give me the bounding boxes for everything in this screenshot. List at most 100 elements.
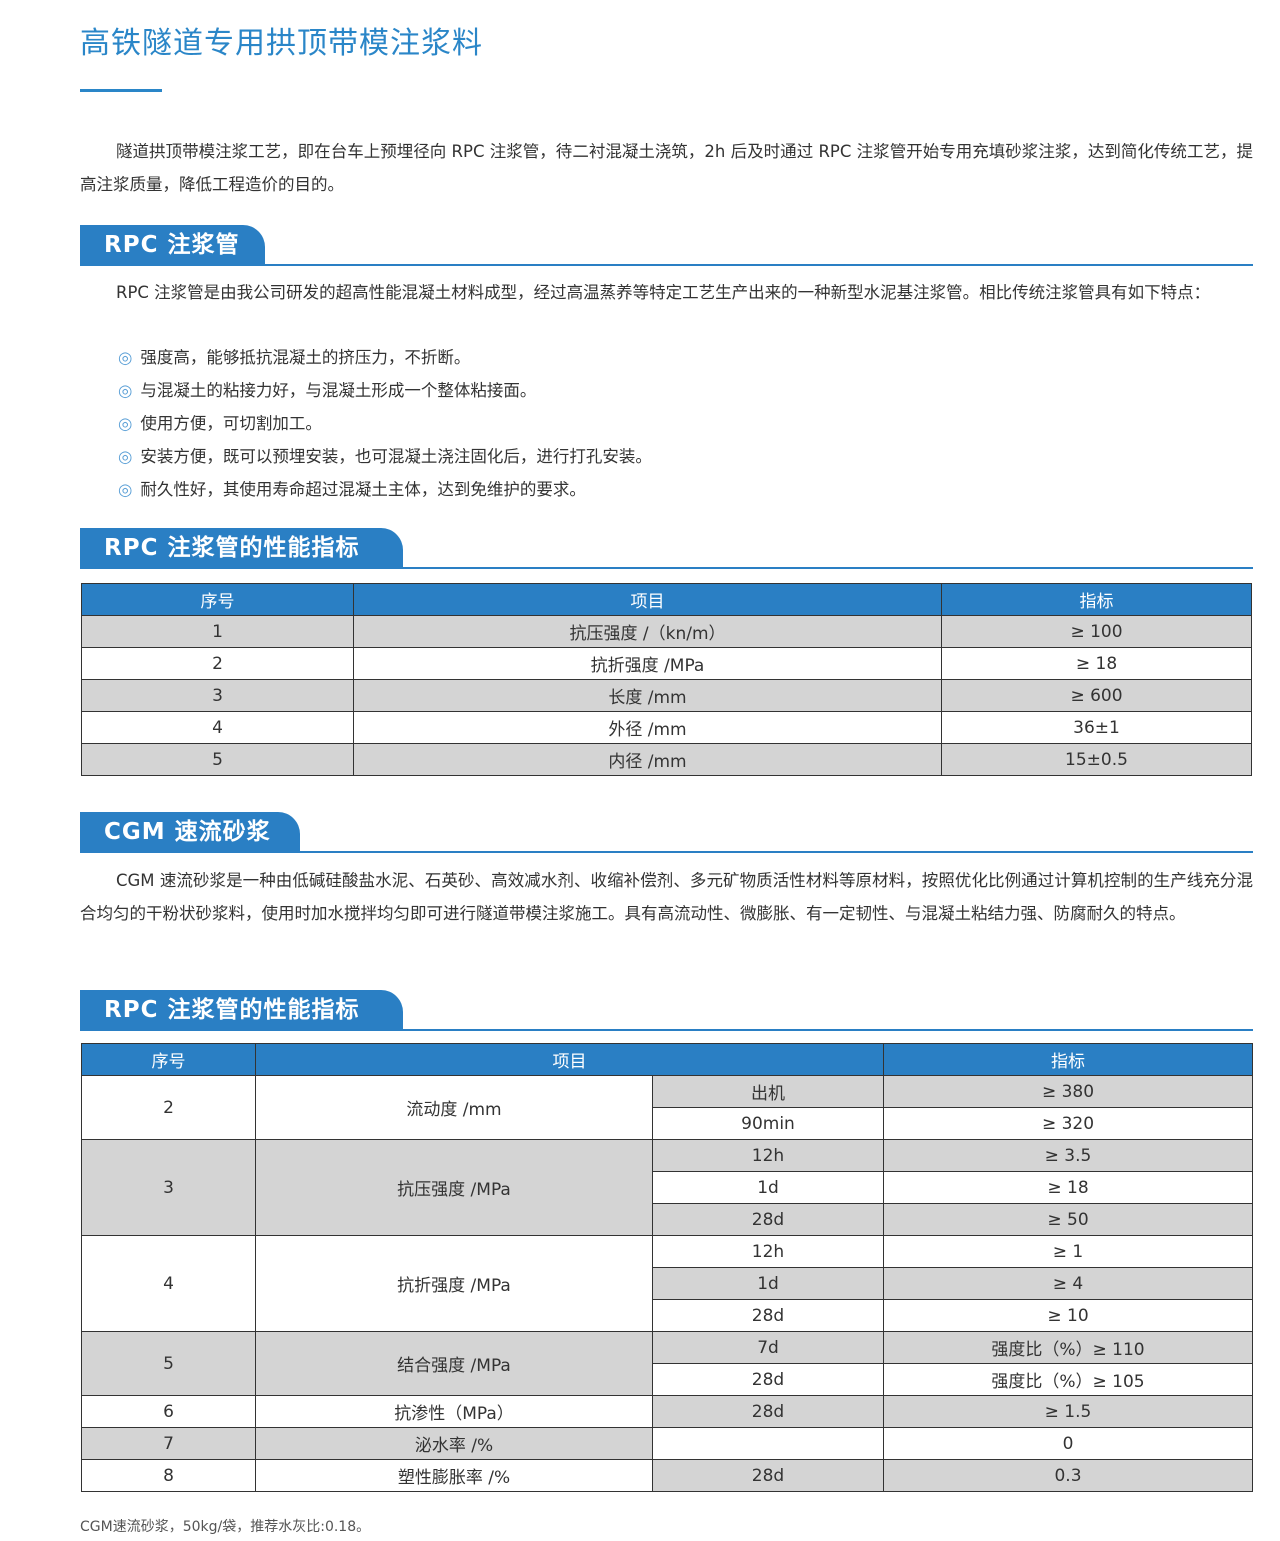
- list-item: ◎ 耐久性好，其使用寿命超过混凝土主体，达到免维护的要求。: [118, 473, 652, 506]
- section-header-cgm-specs: RPC 注浆管的性能指标: [80, 990, 1253, 1032]
- page-title: 高铁隧道专用拱顶带模注浆料: [80, 26, 483, 61]
- table-row: 28d ≥ 50: [82, 1203, 1253, 1236]
- intro-paragraph: 隧道拱顶带模注浆工艺，即在台车上预埋径向 RPC 注浆管，待二衬混凝土浇筑，2h…: [80, 135, 1253, 201]
- table-row: 6 抗渗性（MPa） 28d ≥ 1.5: [81, 1395, 1253, 1428]
- cell-condition: 7d: [652, 1331, 884, 1364]
- cell-condition: 28d: [652, 1395, 884, 1428]
- cell-item: 结合强度 /MPa: [255, 1331, 653, 1396]
- table-row: 1d ≥ 4: [82, 1267, 1253, 1300]
- cell-condition: 90min: [652, 1107, 884, 1140]
- list-item: ◎ 使用方便，可切割加工。: [118, 407, 652, 440]
- list-item: ◎ 强度高，能够抵抗混凝土的挤压力，不折断。: [118, 341, 652, 374]
- table-row: 1 抗压强度 /（kn/m） ≥ 100: [81, 615, 1252, 648]
- section-title: RPC 注浆管: [80, 225, 265, 265]
- rpc-text: RPC 注浆管是由我公司研发的超高性能混凝土材料成型，经过高温蒸养等特定工艺生产…: [116, 283, 1211, 302]
- bullet-text: 强度高，能够抵抗混凝土的挤压力，不折断。: [140, 348, 471, 367]
- list-item: ◎ 与混凝土的粘接力好，与混凝土形成一个整体粘接面。: [118, 374, 652, 407]
- table-cell: 内径 /mm: [353, 743, 942, 776]
- column-header: 指标: [883, 1043, 1253, 1076]
- cell-number: 4: [81, 1235, 256, 1332]
- rpc-specs-table: 序号 项目 指标 1 抗压强度 /（kn/m） ≥ 100 2 抗折强度 /MPa ≥ 18 3 长…: [81, 583, 1252, 776]
- intro-text: 隧道拱顶带模注浆工艺，即在台车上预埋径向 RPC 注浆管，待二衬混凝土浇筑，2h…: [80, 142, 1253, 194]
- table-header-row: 序号 项目 指标: [81, 1043, 1253, 1076]
- cell-item: 流动度 /mm: [255, 1075, 653, 1140]
- cell-item: 泌水率 /%: [255, 1427, 653, 1460]
- table-row: 1d ≥ 18: [82, 1171, 1253, 1204]
- section-header-cgm: CGM 速流砂浆: [80, 812, 1253, 854]
- section-title: RPC 注浆管的性能指标: [80, 990, 403, 1030]
- table-row: 5 结合强度 /MPa 7d 强度比（%）≥ 110: [81, 1331, 1253, 1396]
- cell-value: 强度比（%）≥ 105: [883, 1363, 1253, 1396]
- cell-condition: 1d: [652, 1171, 884, 1204]
- title-underline: [80, 89, 162, 92]
- cell-value: ≥ 4: [883, 1267, 1253, 1300]
- section-title: CGM 速流砂浆: [80, 812, 300, 852]
- cell-number: 3: [81, 1139, 256, 1236]
- section-title: RPC 注浆管的性能指标: [80, 528, 403, 568]
- table-cell: 外径 /mm: [353, 711, 942, 744]
- cell-number: 6: [81, 1395, 256, 1428]
- column-header: 序号: [81, 583, 354, 616]
- column-header: 序号: [81, 1043, 256, 1076]
- cell-value: ≥ 10: [883, 1299, 1253, 1332]
- cell-condition: 28d: [652, 1459, 884, 1492]
- cell-condition: 28d: [652, 1203, 884, 1236]
- table-cell: 3: [81, 679, 354, 712]
- cell-value: ≥ 320: [883, 1107, 1253, 1140]
- cell-value: ≥ 3.5: [883, 1139, 1253, 1172]
- cell-condition: 出机: [652, 1075, 884, 1108]
- cell-value: 0.3: [883, 1459, 1253, 1492]
- list-item: ◎ 安装方便，既可以预埋安装，也可混凝土浇注固化后，进行打孔安装。: [118, 440, 652, 473]
- cgm-specs-table: 序号 项目 指标 2 流动度 /mm 出机 ≥ 380 90min ≥ 320 3 抗压强度 /MP…: [81, 1043, 1253, 1492]
- rpc-paragraph: RPC 注浆管是由我公司研发的超高性能混凝土材料成型，经过高温蒸养等特定工艺生产…: [80, 276, 1253, 309]
- cell-value: ≥ 1: [883, 1235, 1253, 1268]
- cell-value: 0: [883, 1427, 1253, 1460]
- bullet-icon: ◎: [118, 480, 133, 499]
- cell-value: ≥ 18: [883, 1171, 1253, 1204]
- table-row: 3 抗压强度 /MPa 12h ≥ 3.5: [81, 1139, 1253, 1236]
- cell-item: 抗压强度 /MPa: [255, 1139, 653, 1236]
- cell-item: 抗渗性（MPa）: [255, 1395, 653, 1428]
- table-cell: 36±1: [941, 711, 1252, 744]
- cell-number: 5: [81, 1331, 256, 1396]
- cell-condition: 28d: [652, 1363, 884, 1396]
- table-row: 4 抗折强度 /MPa 12h ≥ 1: [81, 1235, 1253, 1332]
- bullet-text: 安装方便，既可以预埋安装，也可混凝土浇注固化后，进行打孔安装。: [140, 447, 652, 466]
- column-header: 项目: [255, 1043, 884, 1076]
- table-cell: 抗压强度 /（kn/m）: [353, 615, 942, 648]
- table-header-row: 序号 项目 指标: [81, 583, 1252, 616]
- table-row: 2 抗折强度 /MPa ≥ 18: [81, 647, 1252, 680]
- cell-condition: 28d: [652, 1299, 884, 1332]
- bullet-text: 与混凝土的粘接力好，与混凝土形成一个整体粘接面。: [140, 381, 537, 400]
- table-row: 90min ≥ 320: [82, 1107, 1253, 1140]
- cell-condition: [652, 1427, 884, 1460]
- cell-condition: 12h: [652, 1235, 884, 1268]
- bullet-icon: ◎: [118, 414, 133, 433]
- table-row: 28d 强度比（%）≥ 105: [82, 1363, 1253, 1396]
- cell-item: 塑性膨胀率 /%: [255, 1459, 653, 1492]
- table-cell: 5: [81, 743, 354, 776]
- table-row: 4 外径 /mm 36±1: [81, 711, 1252, 744]
- cell-number: 2: [81, 1075, 256, 1140]
- cell-value: 强度比（%）≥ 110: [883, 1331, 1253, 1364]
- table-cell: ≥ 18: [941, 647, 1252, 680]
- table-row: 8 塑性膨胀率 /% 28d 0.3: [81, 1459, 1253, 1492]
- cell-condition: 1d: [652, 1267, 884, 1300]
- cell-number: 8: [81, 1459, 256, 1492]
- cell-item: 抗折强度 /MPa: [255, 1235, 653, 1332]
- column-header: 项目: [353, 583, 942, 616]
- footnote: CGM速流砂浆，50kg/袋，推荐水灰比:0.18。: [80, 1519, 371, 1535]
- table-cell: ≥ 600: [941, 679, 1252, 712]
- cell-value: ≥ 1.5: [883, 1395, 1253, 1428]
- section-header-rpc-specs: RPC 注浆管的性能指标: [80, 528, 1253, 570]
- bullet-icon: ◎: [118, 447, 133, 466]
- bullet-text: 耐久性好，其使用寿命超过混凝土主体，达到免维护的要求。: [140, 480, 586, 499]
- bullet-icon: ◎: [118, 381, 133, 400]
- cell-value: ≥ 380: [883, 1075, 1253, 1108]
- cell-number: 7: [81, 1427, 256, 1460]
- table-row: 7 泌水率 /% 0: [81, 1427, 1253, 1460]
- table-cell: 抗折强度 /MPa: [353, 647, 942, 680]
- table-cell: 15±0.5: [941, 743, 1252, 776]
- table-cell: 2: [81, 647, 354, 680]
